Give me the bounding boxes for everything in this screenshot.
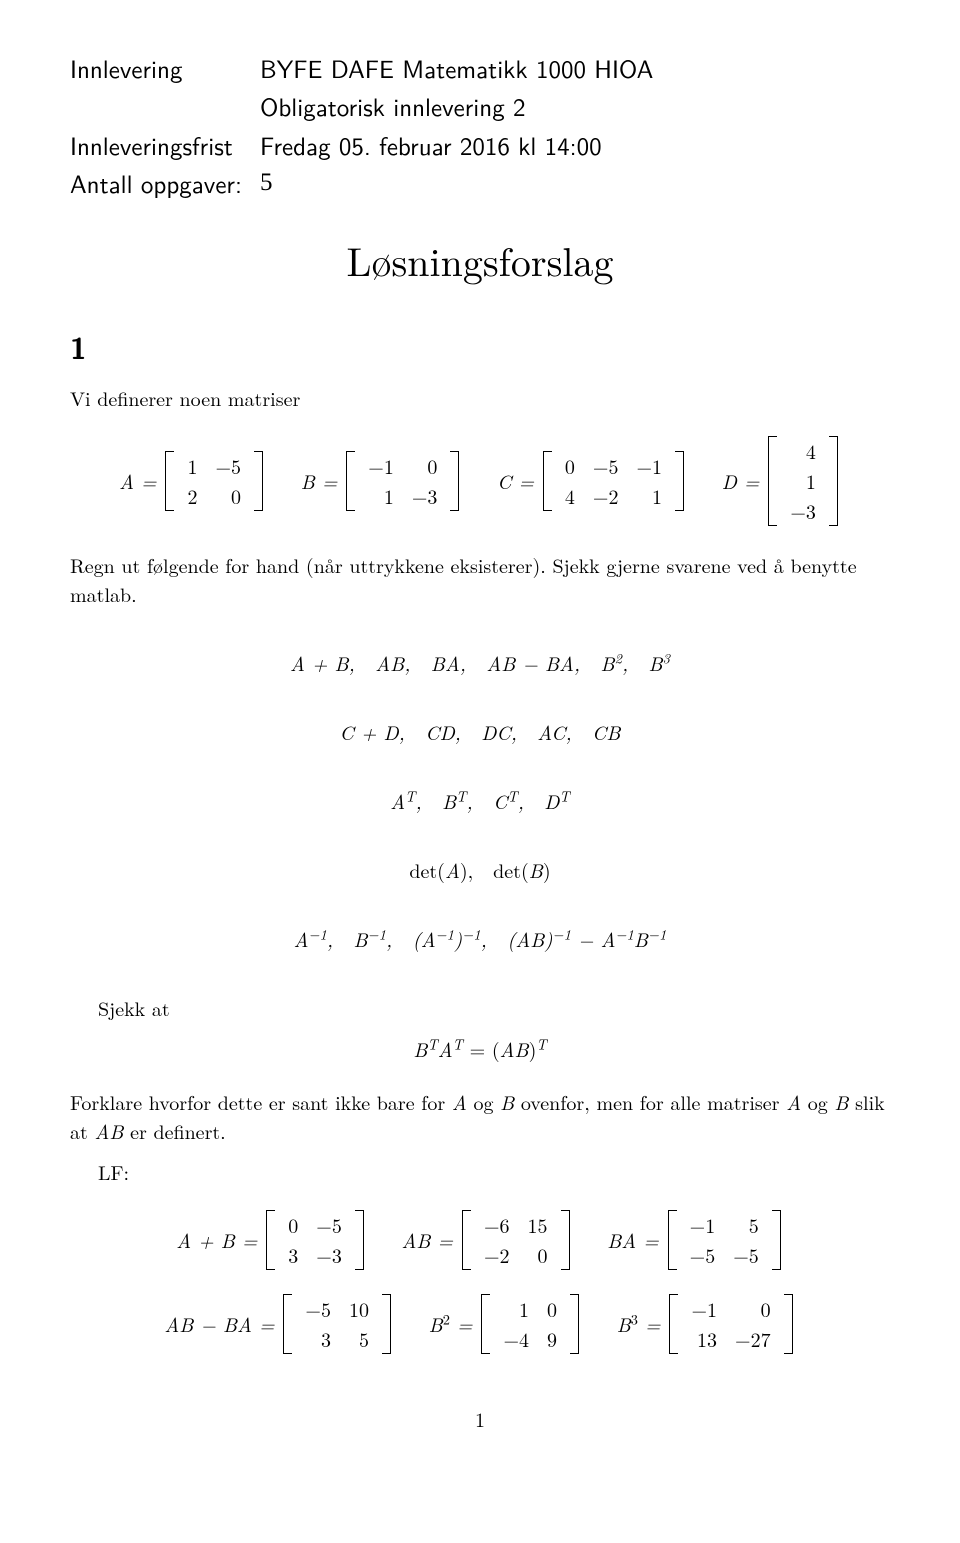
result-AB: AB = −615 −20 (402, 1210, 573, 1270)
header-label-antall: Antall oppgaver: (70, 165, 260, 203)
result-B3: B3 = −10 13−27 (617, 1294, 796, 1354)
result-BA: BA = −15 −5−5 (607, 1210, 784, 1270)
page-number: 1 (70, 1404, 890, 1433)
exercise-line-2: C + D, CD, DC, AC, CB (70, 717, 890, 746)
header-value-frist: Fredag 05. februar 2016 kl 14:00 (260, 127, 659, 165)
result-B2: B2 = 10 −49 (429, 1294, 582, 1354)
instruction-paragraph: Regn ut følgende for hand (når uttrykken… (70, 550, 890, 608)
results-row-1: A + B = 0−5 3−3 AB = −615 −20 BA = −15 −… (70, 1210, 890, 1270)
exercise-line-1: A + B, AB, BA, AB − BA, B2, B3 (70, 648, 890, 677)
sjekk-equation: BTAT = (AB)T (70, 1034, 890, 1063)
matrix-definitions: A = 1−5 20 B = −10 1−3 C = 0−5−1 4−21 D … (70, 436, 890, 526)
document-header: Innlevering BYFE DAFE Matematikk 1000 HI… (70, 50, 659, 203)
exercise-line-4: det(A), det(B) (70, 855, 890, 884)
result-ABminusBA: AB − BA = −510 35 (164, 1294, 394, 1354)
exercise-line-3: AT, BT, CT, DT (70, 786, 890, 815)
document-title: Løsningsforslag (70, 231, 890, 289)
sjekk-at-label: Sjekk at (70, 993, 890, 1022)
matrix-B-def: B = −10 1−3 (301, 451, 463, 511)
header-value-course: BYFE DAFE Matematikk 1000 HIOA (260, 50, 659, 88)
exercise-line-5: A−1, B−1, (A−1)−1, (AB)−1 − A−1B−1 (70, 924, 890, 953)
matrix-D-def: D = 4 1 −3 (722, 436, 841, 526)
results-row-2: AB − BA = −510 35 B2 = 10 −49 B3 = −10 1… (70, 1294, 890, 1354)
header-value-oblig: Obligatorisk innlevering 2 (260, 88, 659, 126)
result-AplusB: A + B = 0−5 3−3 (176, 1210, 367, 1270)
header-label-innlevering: Innlevering (70, 50, 260, 88)
intro-sentence: Vi definerer noen matriser (70, 383, 890, 412)
header-label-frist: Innleveringsfrist (70, 127, 260, 165)
matrix-A-def: A = 1−5 20 (119, 451, 266, 511)
section-number: 1 (70, 325, 890, 369)
header-value-antall: 5 (260, 165, 659, 203)
lf-label: LF: (70, 1157, 890, 1186)
explanation-paragraph: Forklare hvorfor dette er sant ikke bare… (70, 1087, 890, 1145)
matrix-C-def: C = 0−5−1 4−21 (497, 451, 687, 511)
